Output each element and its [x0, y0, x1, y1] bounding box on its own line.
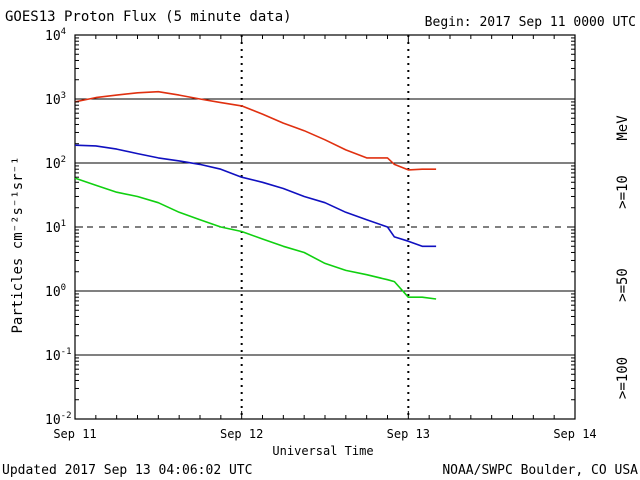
chart-title: GOES13 Proton Flux (5 minute data) — [5, 9, 292, 25]
updated-time: Updated 2017 Sep 13 04:06:02 UTC — [2, 463, 252, 478]
legend-unit: MeV — [615, 115, 631, 141]
x-tick-label: Sep 13 — [387, 427, 430, 441]
series-lines — [74, 90, 437, 300]
legend-ge100: >=100 — [615, 357, 631, 399]
legend: MeV >=10 >=50 >=100 — [615, 115, 631, 399]
credit: NOAA/SWPC Boulder, CO USA — [442, 463, 638, 478]
y-tick-label: 10-2 — [45, 411, 72, 428]
y-tick-label: 100 — [45, 283, 66, 300]
y-tick-label: 103 — [45, 91, 66, 108]
x-axis-label: Universal Time — [272, 444, 373, 458]
axis-ticks: Sep 11 Sep 12 Sep 13 Sep 14 104 103 102 101 100 1… — [45, 27, 597, 441]
grid-lines — [75, 35, 575, 419]
legend-ge10: >=10 — [615, 175, 631, 209]
y-tick-label: 102 — [45, 155, 66, 172]
series-line-2 — [74, 177, 437, 300]
y-tick-label: 101 — [45, 219, 66, 236]
begin-time: Begin: 2017 Sep 11 0000 UTC — [425, 15, 636, 30]
y-axis-label-text: Particles cm⁻²s⁻¹sr⁻¹ — [10, 156, 26, 333]
series-line-0 — [74, 90, 437, 171]
x-tick-label: Sep 14 — [553, 427, 596, 441]
series-line-1 — [74, 144, 437, 248]
x-tick-label: Sep 12 — [220, 427, 263, 441]
y-tick-label: 104 — [45, 27, 66, 44]
legend-ge50: >=50 — [615, 268, 631, 302]
y-axis-label: Particles cm⁻²s⁻¹sr⁻¹ — [10, 156, 26, 333]
x-tick-label: Sep 11 — [53, 427, 96, 441]
y-tick-label: 10-1 — [45, 347, 72, 364]
